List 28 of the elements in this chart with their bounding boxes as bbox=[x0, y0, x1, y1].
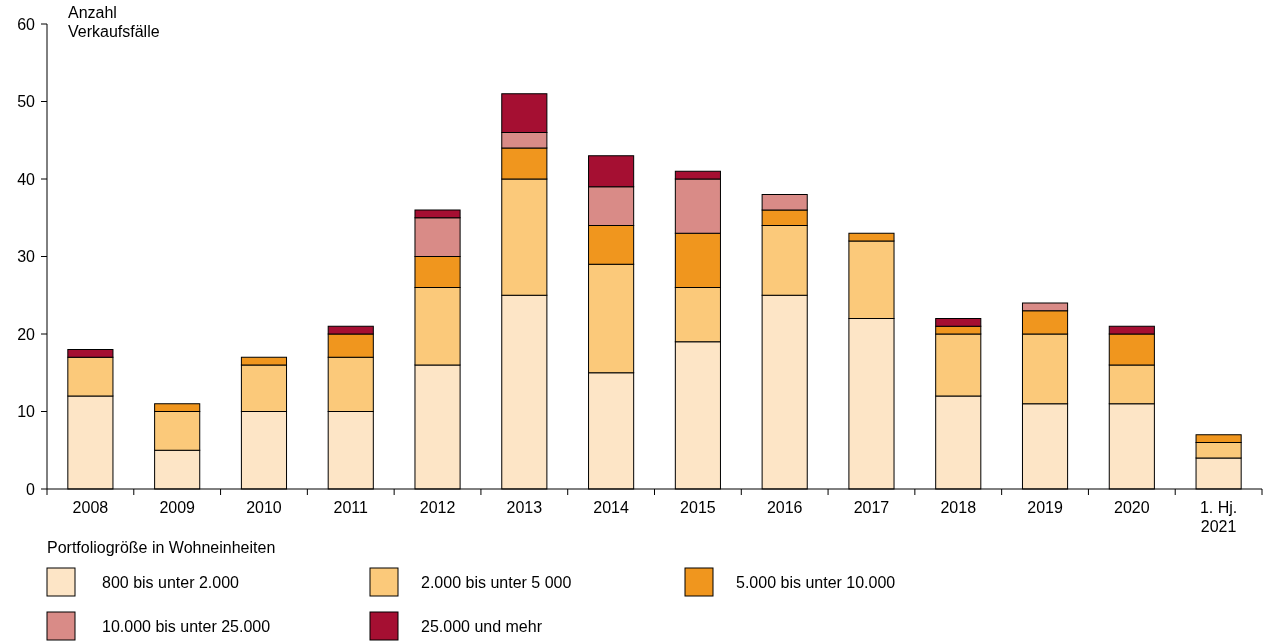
legend-label: 800 bis unter 2.000 bbox=[102, 574, 240, 591]
x-tick-label: 2019 bbox=[1027, 499, 1063, 516]
y-tick-label: 40 bbox=[17, 170, 36, 188]
legend-label: 10.000 bis unter 25.000 bbox=[102, 618, 271, 635]
x-tick-label: 2017 bbox=[853, 499, 890, 516]
x-tick-label: 1. Hj. 2021 bbox=[1199, 499, 1238, 535]
x-tick-label: 2010 bbox=[246, 499, 282, 516]
x-tick-label: 2016 bbox=[766, 499, 803, 516]
x-tick-label: 2018 bbox=[940, 499, 977, 516]
y-axis-title: Anzahl Verkaufsfälle bbox=[68, 4, 160, 40]
x-tick-label: 2011 bbox=[333, 499, 369, 516]
x-tick-label: 2014 bbox=[593, 499, 630, 516]
x-tick-label: 2013 bbox=[506, 499, 543, 516]
x-tick-label: 2015 bbox=[680, 499, 716, 516]
legend-label: 5.000 bis unter 10.000 bbox=[736, 574, 896, 591]
x-tick-label: 2020 bbox=[1114, 499, 1150, 516]
legend-label: 25.000 und mehr bbox=[421, 618, 543, 635]
y-tick-label: 10 bbox=[17, 403, 36, 421]
y-tick-label: 20 bbox=[17, 325, 36, 343]
x-tick-label: 2009 bbox=[159, 499, 196, 516]
y-tick-label: 50 bbox=[17, 93, 36, 111]
x-tick-label: 2008 bbox=[72, 499, 109, 516]
y-tick-label: 60 bbox=[17, 15, 36, 33]
x-tick-label: 2012 bbox=[419, 499, 456, 516]
y-tick-label: 30 bbox=[17, 248, 36, 266]
legend-title: Portfoliogröße in Wohneinheiten bbox=[47, 539, 276, 556]
legend-label: 2.000 bis unter 5 000 bbox=[421, 574, 572, 591]
y-tick-label: 0 bbox=[26, 480, 36, 498]
